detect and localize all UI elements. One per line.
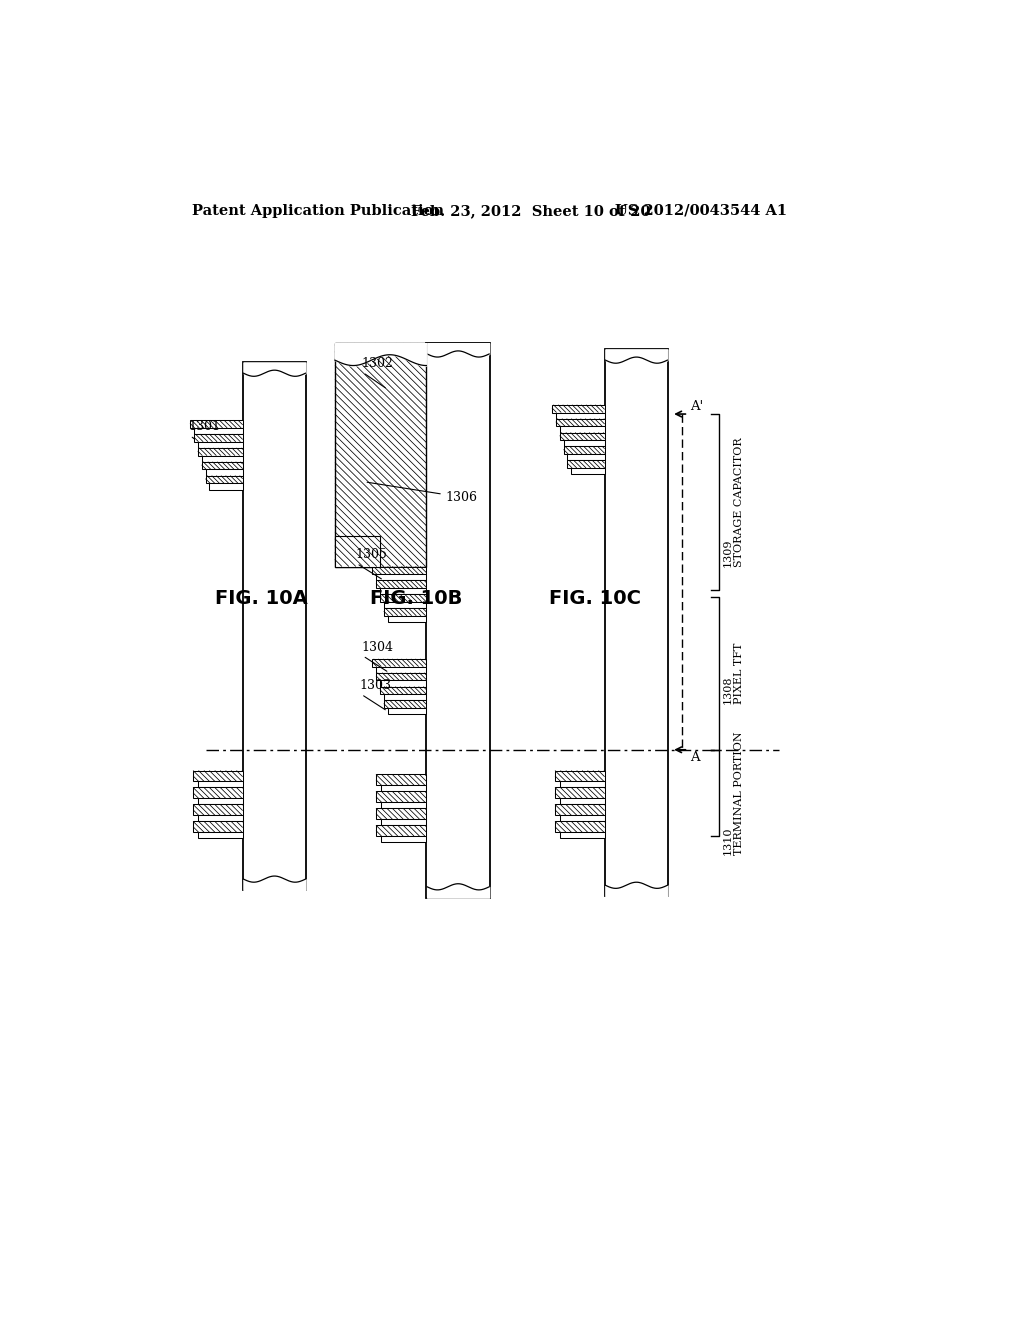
Text: 1306: 1306 <box>368 482 478 504</box>
Bar <box>198 832 243 838</box>
Bar <box>381 803 426 808</box>
Bar <box>384 602 426 609</box>
Bar <box>560 799 604 804</box>
Bar <box>194 821 243 832</box>
Bar <box>556 418 604 426</box>
Bar <box>381 818 426 825</box>
Text: 1308
PIXEL TFT: 1308 PIXEL TFT <box>722 643 744 704</box>
Bar <box>560 433 604 441</box>
Bar <box>376 792 426 803</box>
Bar <box>202 455 243 462</box>
Text: Feb. 23, 2012  Sheet 10 of 20: Feb. 23, 2012 Sheet 10 of 20 <box>411 203 650 218</box>
Bar <box>560 426 604 433</box>
Text: 1301: 1301 <box>188 420 220 433</box>
Bar <box>380 681 426 686</box>
Text: A: A <box>690 751 699 764</box>
Bar <box>243 363 306 890</box>
Text: FIG. 10B: FIG. 10B <box>370 589 462 609</box>
Text: 1304: 1304 <box>361 640 393 653</box>
Bar <box>376 574 426 581</box>
Bar <box>381 785 426 792</box>
Bar <box>384 701 426 708</box>
Bar <box>209 483 243 490</box>
Bar <box>555 771 604 781</box>
Bar <box>552 405 604 413</box>
Bar <box>426 343 489 898</box>
Bar <box>372 566 426 574</box>
Text: 1303: 1303 <box>359 678 392 692</box>
Text: 1302: 1302 <box>361 358 393 370</box>
Bar <box>194 771 243 781</box>
Text: 1310
TERMINAL PORTION: 1310 TERMINAL PORTION <box>722 731 744 854</box>
Bar <box>202 462 243 470</box>
Bar <box>372 659 426 667</box>
Bar <box>563 446 604 454</box>
Bar <box>376 673 426 681</box>
Bar <box>384 694 426 701</box>
Bar <box>194 428 243 434</box>
Bar <box>376 825 426 836</box>
Bar <box>560 832 604 838</box>
Text: FIG. 10A: FIG. 10A <box>215 589 307 609</box>
Bar <box>555 804 604 816</box>
Bar <box>563 441 604 446</box>
Bar <box>198 442 243 447</box>
Bar <box>198 447 243 455</box>
Bar <box>335 343 426 566</box>
Bar <box>560 816 604 821</box>
Text: A': A' <box>690 400 703 412</box>
Text: Patent Application Publication: Patent Application Publication <box>191 203 443 218</box>
Bar <box>560 781 604 788</box>
Bar <box>388 615 426 622</box>
Bar <box>380 686 426 694</box>
Bar <box>555 788 604 799</box>
Bar <box>380 589 426 594</box>
Bar <box>381 836 426 842</box>
Bar <box>376 775 426 785</box>
Bar <box>380 594 426 602</box>
Bar <box>206 475 243 483</box>
Bar <box>335 536 380 566</box>
Bar <box>604 350 669 896</box>
Bar <box>571 469 604 474</box>
Bar <box>206 470 243 475</box>
Bar <box>388 708 426 714</box>
Bar <box>194 788 243 799</box>
Bar <box>376 667 426 673</box>
Bar <box>194 434 243 442</box>
Bar <box>567 454 604 461</box>
Bar <box>376 581 426 589</box>
Bar <box>198 781 243 788</box>
Bar <box>556 412 604 418</box>
Text: 1305: 1305 <box>355 548 387 561</box>
Text: US 2012/0043544 A1: US 2012/0043544 A1 <box>614 203 786 218</box>
Bar <box>555 821 604 832</box>
Bar <box>384 609 426 615</box>
Bar <box>194 804 243 816</box>
Bar <box>190 420 243 428</box>
Bar <box>567 461 604 469</box>
Bar <box>198 799 243 804</box>
Text: FIG. 10C: FIG. 10C <box>549 589 641 609</box>
Bar <box>376 808 426 818</box>
Text: 1309
STORAGE CAPACITOR: 1309 STORAGE CAPACITOR <box>722 437 744 566</box>
Bar <box>198 816 243 821</box>
